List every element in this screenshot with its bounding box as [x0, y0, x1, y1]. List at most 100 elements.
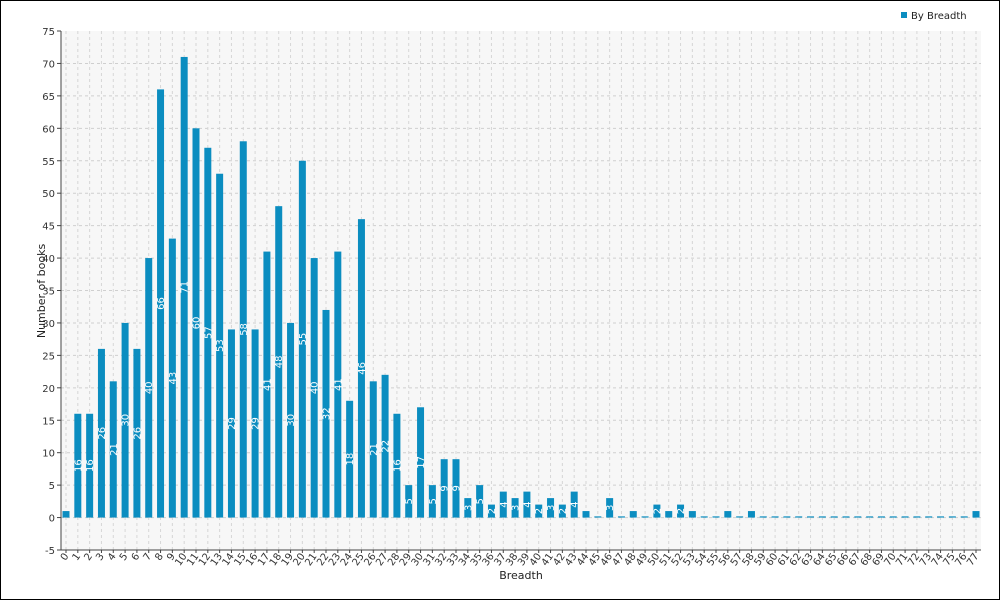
- x-axis-title: Breadth: [499, 569, 543, 582]
- bar-labels: 16 16262130264066437160575329582941483055…: [73, 281, 687, 514]
- bar-45: [594, 516, 602, 518]
- y-tick-label: 75: [42, 27, 55, 38]
- bars: [62, 56, 980, 518]
- bar-18: [275, 206, 283, 518]
- bar-55: [712, 516, 720, 518]
- bar-56: [724, 511, 732, 518]
- y-tick-label: -5: [45, 546, 55, 557]
- bar-54: [700, 516, 708, 518]
- bar-39: [523, 491, 531, 518]
- x-tick-label: 3: [94, 551, 107, 563]
- bar-15: [239, 141, 247, 518]
- legend: By Breadth: [901, 11, 967, 22]
- y-tick-label: 10: [42, 449, 55, 460]
- x-tick-label: 4: [106, 551, 119, 563]
- bar-62: [795, 516, 803, 518]
- bar-53: [688, 511, 696, 518]
- bar-value-label: 18: [345, 453, 356, 466]
- bar-value-label: 16: [392, 459, 403, 472]
- bar-value-label: 60: [192, 317, 203, 330]
- bar-value-label: 43: [168, 372, 179, 385]
- bar-59: [759, 516, 767, 518]
- bar-47: [617, 516, 625, 518]
- bar-8: [157, 89, 165, 518]
- bar-value-label: 29: [251, 417, 262, 430]
- bar-value-label: 26: [97, 427, 108, 440]
- bar-30: [417, 407, 425, 518]
- bar-58: [747, 511, 755, 518]
- bar-value-label: 17: [416, 456, 427, 469]
- bar-value-label: 2: [652, 508, 663, 514]
- bar-43: [570, 491, 578, 518]
- bar-24: [346, 400, 354, 518]
- y-tick-label: 25: [42, 351, 55, 362]
- bar-27: [381, 374, 389, 518]
- bar-13: [216, 173, 224, 518]
- bar-17: [263, 251, 271, 518]
- bar-66: [842, 516, 850, 518]
- bar-value-label: 46: [357, 362, 368, 375]
- bar-5: [121, 322, 129, 518]
- bar-72: [913, 516, 921, 518]
- bar-value-label: 22: [381, 440, 392, 453]
- bar-value-label: 21: [369, 443, 380, 456]
- y-tick-label: 70: [42, 59, 55, 70]
- bar-29: [405, 485, 413, 518]
- legend-label: By Breadth: [911, 11, 967, 22]
- bar-77: [972, 511, 980, 518]
- bar-52: [677, 504, 685, 518]
- bar-25: [357, 219, 365, 518]
- bar-51: [665, 511, 673, 518]
- bar-73: [925, 516, 933, 518]
- y-tick-label: 20: [42, 384, 55, 395]
- y-tick-label: 55: [42, 157, 55, 168]
- x-tick-label: 1: [71, 551, 84, 563]
- bar-74: [937, 516, 945, 518]
- y-tick-label: 65: [42, 92, 55, 103]
- bar-0: [62, 511, 70, 518]
- bar-1: [74, 413, 82, 518]
- bar-19: [287, 322, 295, 518]
- bar-48: [629, 511, 637, 518]
- bar-value-label: 5: [428, 498, 439, 504]
- x-tick-label: 77: [965, 551, 981, 568]
- bar-70: [889, 516, 897, 518]
- bar-14: [227, 329, 235, 518]
- bar-9: [168, 238, 176, 518]
- bar-value-label: 55: [298, 333, 309, 346]
- bar-value-label: 3: [546, 505, 557, 511]
- bar-value-label: 2: [558, 508, 569, 514]
- bar-42: [558, 504, 566, 518]
- bar-value-label: 4: [499, 501, 510, 507]
- y-tick-label: 40: [42, 254, 55, 265]
- bar-21: [310, 258, 318, 518]
- bar-4: [109, 381, 117, 518]
- bar-35: [476, 485, 484, 518]
- bar-12: [204, 147, 212, 518]
- bar-44: [582, 511, 590, 518]
- x-tick-label: 0: [59, 551, 72, 563]
- bar-10: [180, 56, 188, 518]
- bar-value-label: 71: [180, 281, 191, 294]
- bar-value-label: 41: [333, 378, 344, 391]
- y-tick-label: 50: [42, 189, 55, 200]
- y-axis-title: Number of books: [35, 244, 48, 339]
- bar-2: [86, 413, 94, 518]
- x-tick-label: 9: [165, 551, 178, 563]
- bar-20: [298, 160, 306, 518]
- x-tick-label: 2: [82, 551, 95, 563]
- x-tick-label: 7: [142, 551, 155, 563]
- y-tick-label: 45: [42, 222, 55, 233]
- bar-value-label: 5: [404, 498, 415, 504]
- bar-71: [901, 516, 909, 518]
- bar-value-label: 2: [487, 508, 498, 514]
- bar-31: [428, 485, 436, 518]
- bar-value-label: 3: [463, 505, 474, 511]
- bar-value-label: 30: [121, 414, 132, 427]
- bar-value-label: 40: [144, 381, 155, 394]
- bar-65: [830, 516, 838, 518]
- bar-value-label: 16: [73, 459, 84, 472]
- bar-60: [771, 516, 779, 518]
- bar-63: [807, 516, 815, 518]
